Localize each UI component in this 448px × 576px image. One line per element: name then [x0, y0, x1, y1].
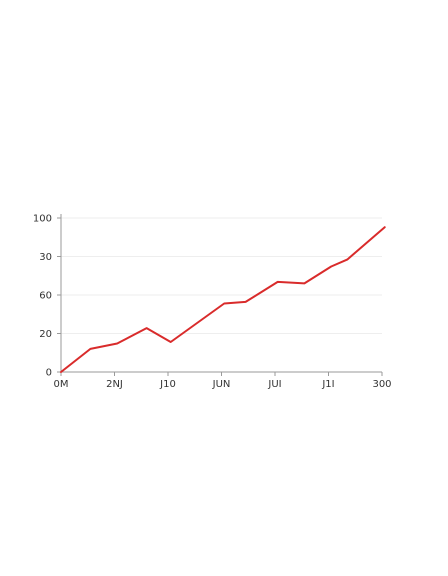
x-tick-label: 2NJ: [106, 379, 123, 390]
x-tick-label: JUN: [212, 379, 231, 390]
y-tick-label: 0: [46, 368, 52, 379]
y-tick-label: 60: [39, 291, 52, 302]
grid-lines: [61, 217, 382, 334]
x-tick-label: 300: [372, 379, 391, 390]
x-tick-label: J10: [159, 379, 176, 390]
data-series: [60, 226, 386, 373]
y-tick-label: 30: [39, 252, 52, 263]
y-tick-label: 20: [39, 329, 52, 340]
x-tick-label: JUI: [267, 379, 281, 390]
y-tick-label: 100: [33, 214, 52, 225]
x-tick-label: J1I: [321, 379, 334, 390]
series-line: [60, 226, 386, 373]
x-tick-label: 0M: [54, 379, 69, 390]
x-tick-labels: 0M 2NJ J10 JUN JUI J1I 300: [54, 379, 392, 390]
y-tick-labels: 0 20 60 30 100: [33, 214, 52, 379]
